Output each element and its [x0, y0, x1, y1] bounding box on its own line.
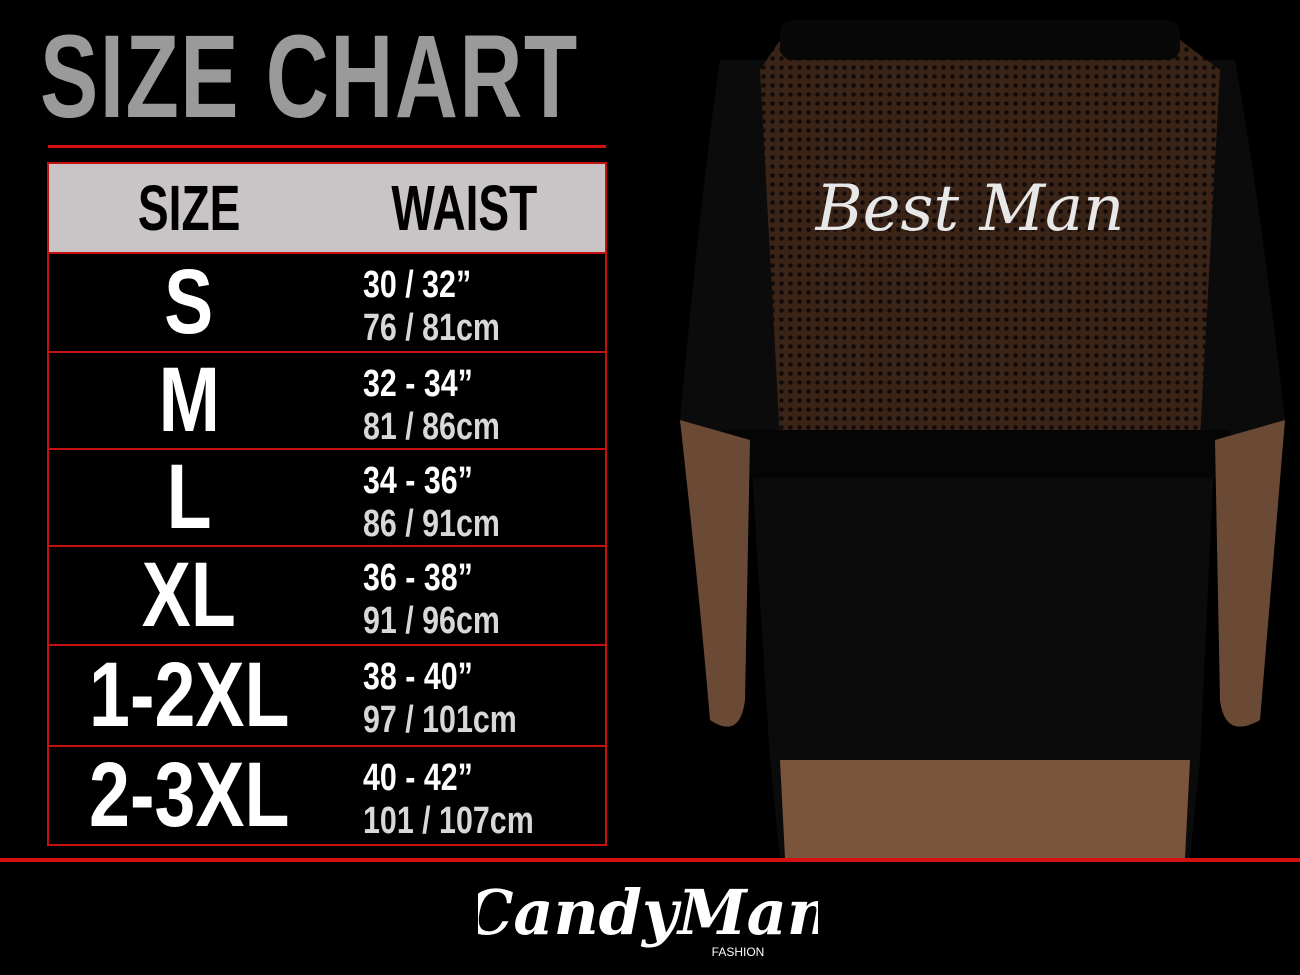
size-label: M [158, 349, 220, 451]
waist-cm: 97 / 101cm [363, 699, 517, 741]
best-man-print: Best Man [815, 172, 1125, 246]
candyman-logo: CandyMan FASHION [478, 876, 818, 959]
product-photo: Best Man [680, 20, 1285, 858]
size-cell: S [49, 251, 329, 353]
waist-inches: 34 - 36” [363, 460, 473, 502]
table-row: S 30 / 32” 76 / 81cm [49, 251, 605, 353]
waist-cm: 91 / 96cm [363, 600, 500, 642]
table-row: XL 36 - 38” 91 / 96cm [49, 544, 605, 646]
size-label: XL [141, 544, 237, 646]
waist-inches: 32 - 34” [363, 363, 473, 405]
header-size: SIZE [137, 172, 241, 244]
waist-cm: 81 / 86cm [363, 406, 500, 448]
waist-cell: 30 / 32” 76 / 81cm [363, 264, 500, 350]
waist-cell: 40 - 42” 101 / 107cm [363, 757, 534, 843]
waist-inches: 36 - 38” [363, 557, 473, 599]
table-row: 1-2XL 38 - 40” 97 / 101cm [49, 644, 605, 747]
brand-name: CandyMan [478, 876, 818, 949]
waist-inches: 30 / 32” [363, 264, 472, 306]
waist-cell: 32 - 34” 81 / 86cm [363, 363, 500, 449]
waist-cell: 34 - 36” 86 / 91cm [363, 460, 500, 546]
size-cell: 1-2XL [49, 644, 329, 746]
size-table: SIZE WAIST S 30 / 32” 76 / 81cm M 32 - 34” 81… [47, 162, 607, 846]
table-row: 2-3XL 40 - 42” 101 / 107cm [49, 744, 605, 846]
header-waist: WAIST [391, 172, 537, 244]
size-cell: M [49, 349, 329, 451]
size-label: S [164, 251, 214, 353]
size-label: 2-3XL [88, 744, 290, 846]
brand-tagline: FASHION [712, 945, 765, 959]
waist-inches: 38 - 40” [363, 656, 473, 698]
waist-cm: 76 / 81cm [363, 307, 500, 349]
waist-cm: 86 / 91cm [363, 503, 500, 545]
size-cell: L [49, 446, 329, 548]
table-row: M 32 - 34” 81 / 86cm [49, 349, 605, 451]
page-title: SIZE CHART [40, 11, 579, 143]
table-row: L 34 - 36” 86 / 91cm [49, 446, 605, 548]
title-divider [48, 145, 606, 148]
footer-divider [0, 858, 1300, 862]
waist-cell: 38 - 40” 97 / 101cm [363, 656, 517, 742]
table-header: SIZE WAIST [49, 164, 605, 254]
size-cell: XL [49, 544, 329, 646]
size-label: L [166, 446, 212, 548]
waist-cell: 36 - 38” 91 / 96cm [363, 557, 500, 643]
size-label: 1-2XL [88, 644, 290, 746]
size-cell: 2-3XL [49, 744, 329, 846]
waist-cm: 101 / 107cm [363, 800, 534, 842]
waist-inches: 40 - 42” [363, 757, 473, 799]
